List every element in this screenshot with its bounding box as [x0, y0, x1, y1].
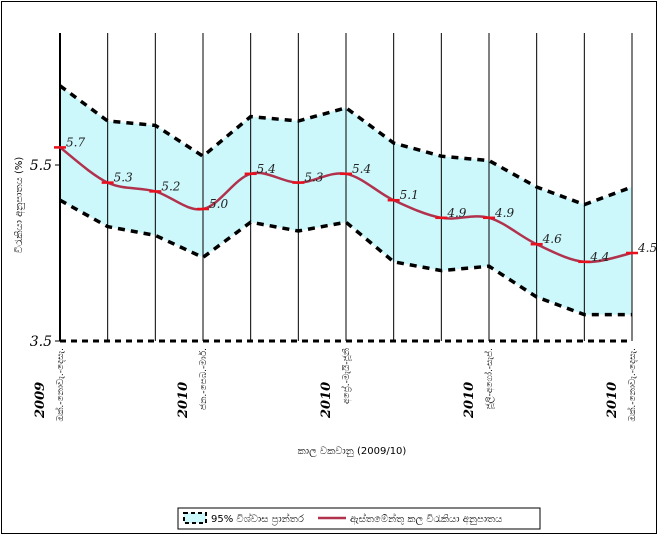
data-label: 5.7: [66, 135, 85, 149]
data-label: 4.9: [446, 206, 466, 220]
category-label: ජන.-පෙබ.-මාර්.: [198, 348, 209, 410]
category-year: 2010: [605, 382, 620, 419]
data-label: 4.5: [637, 241, 657, 255]
x-axis: 2009 ඔක්.-නොවැ.-දෙසැ. 2010 ජන.-පෙබ.-මාර්. 20…: [33, 348, 638, 422]
plot-area: [54, 33, 638, 343]
data-label: 4.4: [589, 250, 609, 264]
category-label: ඔක්.-නොවැ.-දෙසැ.: [55, 348, 66, 422]
y-axis: 3.5 5.5: [30, 158, 60, 350]
legend-label-interval: 95% විශ්වාස ප්‍රාන්තර: [211, 512, 304, 525]
legend-box: [177, 507, 541, 530]
legend-label-estimate: ඇස්තමේන්තු කල විරැකියා අනුපාතය: [350, 512, 502, 525]
y-axis-title: විරැකියා අනුපාතය (%): [14, 157, 25, 254]
legend-swatch-interval: [183, 512, 207, 524]
x-axis-title: කාල වකවානු (2009/10): [298, 446, 407, 457]
category-year: 2010: [176, 382, 191, 419]
upper-bound-line: [58, 84, 633, 207]
category-year: 2009: [33, 382, 48, 419]
legend: 95% විශ්වාස ප්‍රාන්තර ඇස්තමේන්තු කල විරැ…: [177, 507, 541, 530]
data-label: 5.4: [257, 162, 276, 176]
data-label: 5.2: [161, 179, 180, 193]
category-year: 2010: [462, 382, 477, 419]
lower-bound-line: [59, 198, 632, 317]
data-label: 5.4: [352, 162, 371, 176]
data-label: 4.6: [542, 232, 562, 246]
category-year: 2010: [319, 382, 334, 419]
category-label: ජූලි-අගෝ.-සැප්.: [484, 348, 495, 409]
y-tick-label: 5.5: [30, 158, 52, 174]
data-label: 5.3: [114, 171, 133, 185]
y-tick-label: 3.5: [30, 334, 52, 350]
data-label: 4.9: [494, 206, 514, 220]
category-label: ඔක්.-නොවැ.-දෙසැ.: [627, 348, 638, 422]
data-labels: 5.7 5.3 5.2 5.0 5.4 5.3 5.4 5.1 4.9 4.9 4.6 4.4 4.5: [66, 135, 657, 263]
data-label: 5.1: [400, 188, 419, 202]
data-label: 5.3: [304, 171, 323, 185]
category-label: අප්‍රේ.-මැයි-ජූනි: [341, 348, 352, 404]
data-label: 5.0: [209, 197, 228, 211]
